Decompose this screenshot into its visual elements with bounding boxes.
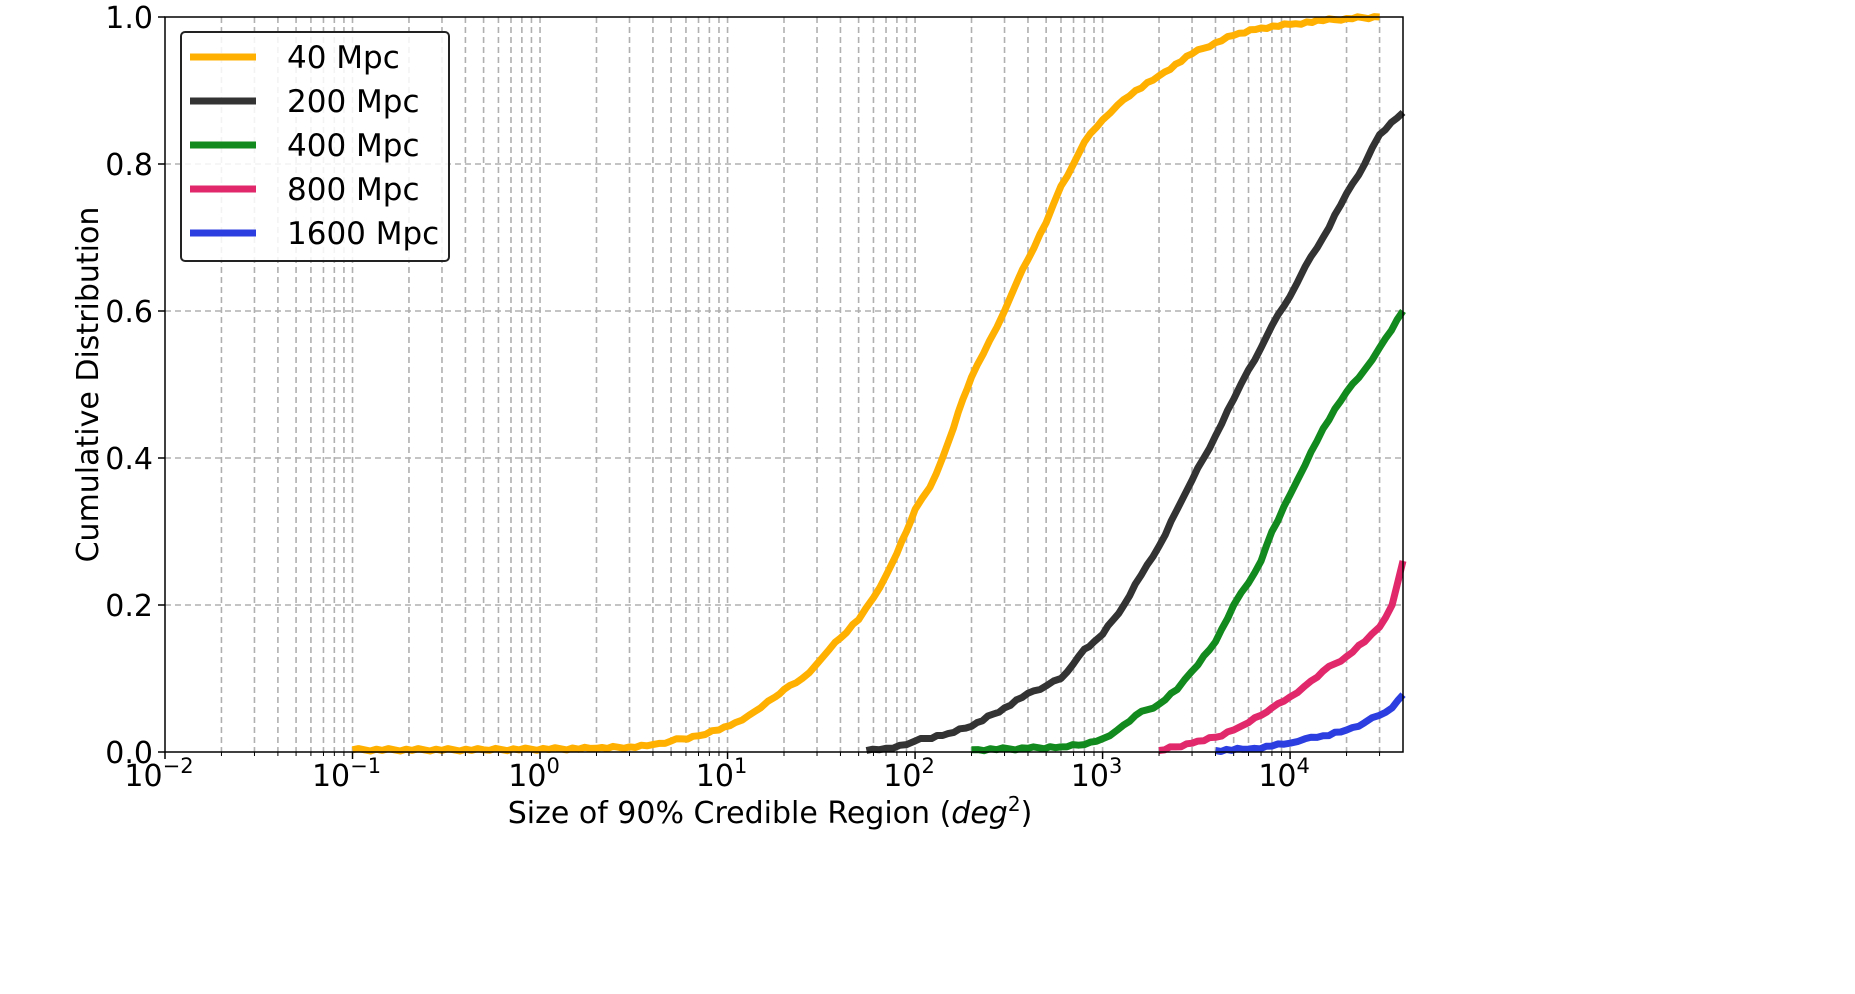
x-axis-label-unit: deg bbox=[951, 796, 1008, 831]
legend-box bbox=[180, 31, 450, 262]
grid-lines bbox=[165, 17, 1403, 752]
x-tick-label: 101 bbox=[696, 754, 748, 794]
x-tick-label: 104 bbox=[1258, 754, 1310, 794]
series-line-1600-mpc bbox=[1214, 692, 1406, 755]
series-lines bbox=[351, 13, 1407, 755]
series-line-800-mpc bbox=[1158, 560, 1407, 754]
axis-labels: Cumulative Distribution Size of 90% Cred… bbox=[71, 207, 1032, 831]
legend-label: 200 Mpc bbox=[287, 84, 420, 120]
x-tick-label: 10−1 bbox=[312, 754, 381, 794]
legend-label: 800 Mpc bbox=[287, 172, 420, 208]
legend: 40 Mpc 200 Mpc 400 Mpc 800 Mpc 1600 Mpc bbox=[180, 31, 450, 262]
x-axis-label-exponent: 2 bbox=[1008, 792, 1021, 816]
y-axis-label: Cumulative Distribution bbox=[71, 207, 106, 563]
x-tick-label: 10−2 bbox=[124, 754, 193, 794]
y-tick-label: 0.2 bbox=[105, 589, 153, 624]
x-tick-label: 103 bbox=[1071, 754, 1123, 794]
y-tick-label: 0.8 bbox=[105, 148, 153, 183]
x-axis-label: Size of 90% Credible Region (deg2) bbox=[508, 792, 1033, 831]
y-tick-label: 0.0 bbox=[105, 736, 153, 771]
x-axis-label-close: ) bbox=[1021, 796, 1033, 831]
series-line-400-mpc bbox=[971, 309, 1406, 755]
y-tick-label: 1.0 bbox=[105, 1, 153, 36]
legend-label: 40 Mpc bbox=[287, 40, 400, 76]
legend-label: 400 Mpc bbox=[287, 128, 420, 164]
x-axis-label-text: Size of 90% Credible Region ( bbox=[508, 796, 952, 831]
y-tick-label: 0.4 bbox=[105, 442, 153, 477]
legend-label: 1600 Mpc bbox=[287, 216, 439, 252]
series-line-200-mpc bbox=[865, 109, 1406, 754]
series-line-40-mpc bbox=[351, 13, 1380, 755]
x-tick-label: 102 bbox=[883, 754, 935, 794]
x-tick-label: 100 bbox=[508, 754, 560, 794]
y-tick-label: 0.6 bbox=[105, 295, 153, 330]
axis-ticks: 10−2 10−1 100 101 102 103 104 0.0 0.2 0.4 0.6 0.8 1.… bbox=[105, 1, 1381, 794]
